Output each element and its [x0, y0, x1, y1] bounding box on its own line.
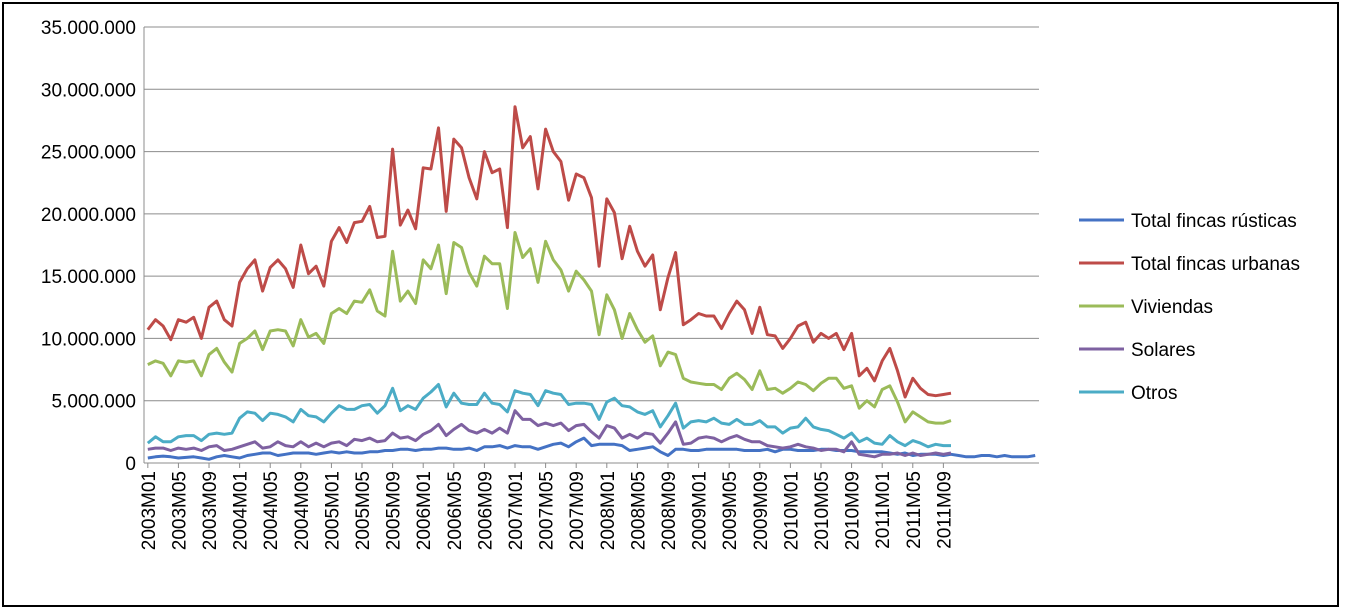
line-chart: 0 5.000.000 10.000.000 15.000.000 20.000.000… — [41, 18, 1300, 550]
x-tick-label: 2009M01 — [690, 471, 711, 550]
x-tick-label: 2011M09 — [934, 471, 955, 549]
legend-label: Total fincas rústicas — [1131, 211, 1297, 232]
x-tick-label: 2003M09 — [200, 471, 221, 550]
legend-label: Otros — [1131, 383, 1177, 404]
series-line-2 — [146, 105, 952, 399]
x-tick-label: 2007M05 — [537, 471, 558, 550]
legend-label: Solares — [1131, 340, 1195, 361]
series-line-5 — [146, 383, 951, 449]
y-axis-ticks: 0 5.000.000 10.000.000 15.000.000 20.000.000… — [41, 18, 136, 475]
y-tick-label: 35.000.000 — [41, 18, 136, 39]
series-line-4 — [147, 409, 952, 459]
y-tick-label: 15.000.000 — [41, 267, 136, 288]
x-tick-label: 2011M05 — [904, 471, 925, 549]
x-tick-label: 2005M09 — [384, 471, 405, 550]
x-tick-label: 2008M09 — [659, 471, 680, 550]
x-axis-ticks: 2003M01 2003M05 2003M09 2004M01 2004M05 2004M… — [139, 463, 955, 550]
x-tick-label: 2006M01 — [414, 471, 435, 550]
x-tick-label: 2003M05 — [169, 471, 190, 550]
x-tick-label: 2004M05 — [261, 471, 282, 550]
x-tick-label: 2009M09 — [751, 471, 772, 550]
x-tick-label: 2007M01 — [506, 471, 527, 550]
gridlines — [143, 26, 1039, 464]
x-tick-label: 2004M09 — [292, 471, 313, 550]
x-tick-label: 2010M05 — [812, 471, 833, 550]
x-tick-label: 2008M01 — [598, 471, 619, 550]
series-line-1 — [147, 436, 1036, 461]
x-tick-label: 2006M09 — [475, 471, 496, 550]
x-tick-label: 2007M09 — [567, 471, 588, 550]
legend: Total fincas rústicas Total fincas urbana… — [1079, 211, 1300, 404]
x-tick-label: 2004M01 — [231, 471, 252, 550]
y-tick-label: 0 — [125, 454, 136, 475]
x-tick-label: 2010M01 — [781, 471, 802, 550]
y-tick-label: 30.000.000 — [41, 80, 136, 101]
x-tick-label: 2010M09 — [843, 471, 864, 550]
x-tick-label: 2005M05 — [353, 471, 374, 550]
x-tick-label: 2009M05 — [720, 471, 741, 550]
x-tick-label: 2005M01 — [322, 471, 343, 550]
y-tick-label: 5.000.000 — [51, 392, 136, 413]
x-tick-label: 2011M01 — [873, 471, 894, 549]
series-lines — [146, 105, 1036, 461]
x-tick-label: 2003M01 — [139, 471, 160, 550]
legend-label: Total fincas urbanas — [1131, 254, 1300, 275]
legend-label: Viviendas — [1131, 297, 1213, 318]
y-tick-label: 20.000.000 — [41, 205, 136, 226]
x-tick-label: 2006M05 — [445, 471, 466, 550]
x-tick-label: 2008M05 — [628, 471, 649, 550]
y-tick-label: 10.000.000 — [41, 329, 136, 350]
y-tick-label: 25.000.000 — [41, 143, 136, 164]
series-line-3 — [147, 231, 952, 425]
